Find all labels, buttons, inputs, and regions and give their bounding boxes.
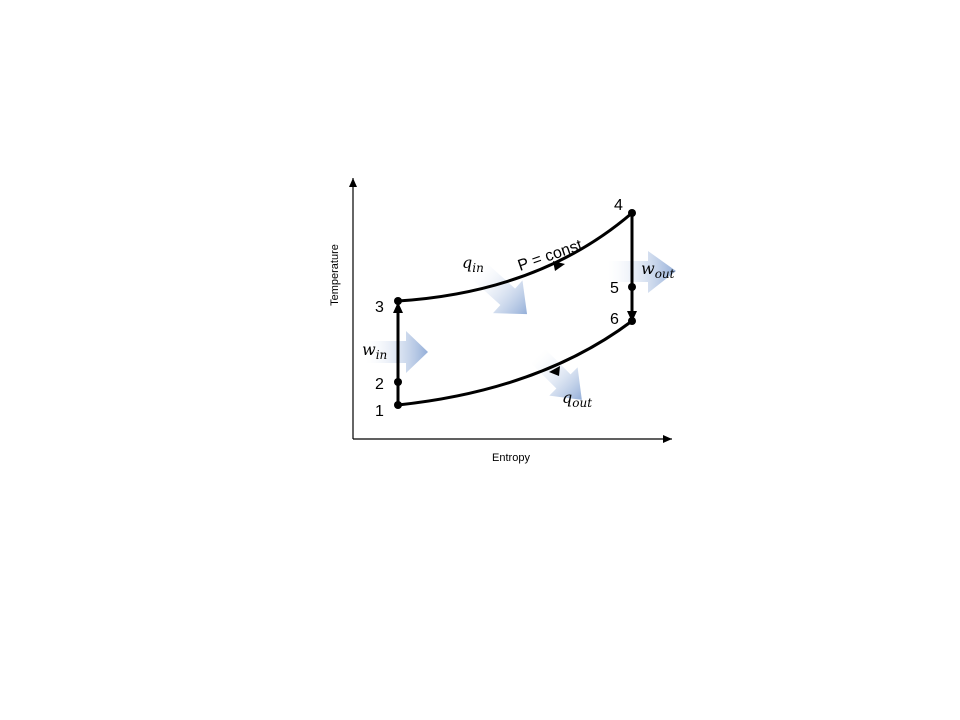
direction-arrows [393, 261, 637, 376]
point-4-dot [628, 209, 636, 217]
process-3-4 [397, 211, 633, 303]
point-5-dot [628, 283, 636, 291]
w-out-label: wout [641, 259, 675, 281]
y-axis-label: Temperature [329, 244, 341, 306]
x-axis-label: Entropy [492, 452, 530, 464]
point-2-dot [394, 378, 402, 386]
arrowhead-up [393, 302, 403, 313]
point-5-label: 5 [610, 280, 619, 297]
cycle [396, 211, 634, 407]
point-6-dot [628, 317, 636, 325]
point-6-label: 6 [610, 311, 619, 328]
arrowhead-upper-curve [553, 261, 565, 271]
arrowhead-lower-curve [549, 366, 560, 376]
q-out-label: qout [562, 388, 592, 410]
process-6-1 [397, 319, 633, 407]
q-in-arrow [470, 261, 528, 315]
point-1-dot [394, 401, 402, 409]
point-3-dot [394, 297, 402, 305]
point-2-label: 2 [375, 376, 384, 393]
w-out-arrow [608, 251, 676, 293]
state-points [394, 209, 636, 409]
point-1-label: 1 [375, 403, 384, 420]
q-in-label: qin [462, 253, 484, 275]
process-label: P = const [516, 237, 585, 275]
arrowhead-down [627, 311, 637, 322]
point-3-label: 3 [375, 299, 384, 316]
point-4-label: 4 [614, 197, 623, 214]
w-in-label: win [362, 340, 387, 362]
